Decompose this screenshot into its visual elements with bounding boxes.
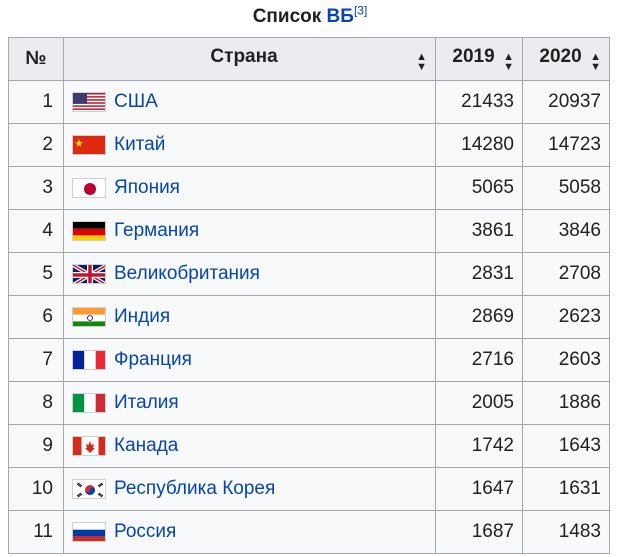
gdp-2020-cell: 2623: [522, 295, 610, 339]
table-row: 4 Германия 3861 3846: [8, 209, 610, 253]
rank-cell: 1: [8, 80, 64, 124]
country-link[interactable]: Япония: [114, 176, 180, 198]
gdp-2020-cell: 1886: [522, 381, 610, 425]
gdp-2019-cell: 1647: [435, 467, 523, 511]
us-flag-icon[interactable]: [72, 91, 106, 112]
gdp-2020-cell: 2708: [522, 252, 610, 296]
gdp-2019-cell: 2716: [435, 338, 523, 382]
rank-cell: 4: [8, 209, 64, 253]
gdp-table: № Страна ▲ ▼ 2019 ▲ ▼ 2020 ▲ ▼ 1 США 21433 2093…: [8, 37, 610, 554]
header-country-label: Страна: [210, 46, 278, 67]
gdp-2020-cell: 2603: [522, 338, 610, 382]
header-2020-label: 2020: [539, 46, 582, 67]
country-link[interactable]: Индия: [114, 305, 171, 327]
gdp-2019-cell: 3861: [435, 209, 523, 253]
table-row: 11 Россия 1687 1483: [8, 510, 610, 554]
header-2020[interactable]: 2020 ▲ ▼: [522, 37, 610, 81]
table-row: 10 Республика Корея 1647 1631: [8, 467, 610, 511]
gdp-2019-cell: 1687: [435, 510, 523, 554]
gdp-2019-cell: 2869: [435, 295, 523, 339]
sort-icon[interactable]: ▲ ▼: [416, 51, 427, 73]
header-row: № Страна ▲ ▼ 2019 ▲ ▼ 2020 ▲ ▼: [8, 37, 610, 81]
rank-cell: 6: [8, 295, 64, 339]
russia-flag-icon[interactable]: [72, 521, 106, 542]
caption-text: Список: [252, 6, 327, 27]
canada-flag-icon[interactable]: [72, 435, 106, 456]
country-cell: Россия: [63, 510, 436, 554]
rank-cell: 7: [8, 338, 64, 382]
gdp-2020-cell: 1643: [522, 424, 610, 468]
country-link[interactable]: Германия: [114, 219, 200, 241]
rank-cell: 11: [8, 510, 64, 554]
france-flag-icon[interactable]: [72, 349, 106, 370]
uk-flag-icon[interactable]: [72, 263, 106, 284]
india-flag-icon[interactable]: [72, 306, 106, 327]
table-row: 9 Канада 1742 1643: [8, 424, 610, 468]
sort-icon[interactable]: ▲ ▼: [590, 51, 601, 73]
country-link[interactable]: Канада: [114, 434, 179, 456]
caption-link[interactable]: ВБ: [326, 6, 354, 27]
table-row: 1 США 21433 20937: [8, 80, 610, 124]
table-row: 3 Япония 5065 5058: [8, 166, 610, 210]
rank-cell: 5: [8, 252, 64, 296]
country-cell: Индия: [63, 295, 436, 339]
gdp-2020-cell: 14723: [522, 123, 610, 167]
country-cell: Германия: [63, 209, 436, 253]
country-cell: Франция: [63, 338, 436, 382]
gdp-2019-cell: 5065: [435, 166, 523, 210]
germany-flag-icon[interactable]: [72, 220, 106, 241]
header-2019[interactable]: 2019 ▲ ▼: [435, 37, 523, 81]
caption-reference[interactable]: [3]: [353, 3, 368, 18]
gdp-2019-cell: 1742: [435, 424, 523, 468]
japan-flag-icon[interactable]: [72, 177, 106, 198]
country-link[interactable]: Великобритания: [114, 262, 260, 284]
country-cell: Италия: [63, 381, 436, 425]
country-cell: Япония: [63, 166, 436, 210]
gdp-2019-cell: 21433: [435, 80, 523, 124]
country-link[interactable]: Китай: [114, 133, 166, 155]
gdp-2019-cell: 14280: [435, 123, 523, 167]
gdp-2019-cell: 2005: [435, 381, 523, 425]
country-link[interactable]: Россия: [114, 520, 177, 542]
country-link[interactable]: Франция: [114, 348, 192, 370]
table-row: 8 Италия 2005 1886: [8, 381, 610, 425]
table-row: 5 Великобритания 2831 2708: [8, 252, 610, 296]
rank-cell: 9: [8, 424, 64, 468]
table-caption: Список ВБ[3]: [0, 3, 620, 28]
china-flag-icon[interactable]: [72, 134, 106, 155]
header-2019-label: 2019: [452, 46, 495, 67]
gdp-2020-cell: 3846: [522, 209, 610, 253]
rank-cell: 8: [8, 381, 64, 425]
country-cell: Канада: [63, 424, 436, 468]
gdp-2020-cell: 1483: [522, 510, 610, 554]
table-row: 7 Франция 2716 2603: [8, 338, 610, 382]
gdp-2020-cell: 20937: [522, 80, 610, 124]
header-country[interactable]: Страна ▲ ▼: [63, 37, 436, 81]
country-link[interactable]: США: [114, 90, 158, 112]
table-row: 6 Индия 2869 2623: [8, 295, 610, 339]
rank-cell: 2: [8, 123, 64, 167]
country-link[interactable]: Италия: [114, 391, 179, 413]
country-cell: Республика Корея: [63, 467, 436, 511]
country-link[interactable]: Республика Корея: [114, 477, 276, 499]
gdp-2020-cell: 5058: [522, 166, 610, 210]
south-korea-flag-icon[interactable]: [72, 478, 106, 499]
table-row: 2 Китай 14280 14723: [8, 123, 610, 167]
gdp-2020-cell: 1631: [522, 467, 610, 511]
country-cell: Китай: [63, 123, 436, 167]
country-cell: США: [63, 80, 436, 124]
sort-icon[interactable]: ▲ ▼: [503, 51, 514, 73]
rank-cell: 10: [8, 467, 64, 511]
rank-cell: 3: [8, 166, 64, 210]
country-cell: Великобритания: [63, 252, 436, 296]
header-rank: №: [8, 37, 64, 81]
gdp-2019-cell: 2831: [435, 252, 523, 296]
italy-flag-icon[interactable]: [72, 392, 106, 413]
